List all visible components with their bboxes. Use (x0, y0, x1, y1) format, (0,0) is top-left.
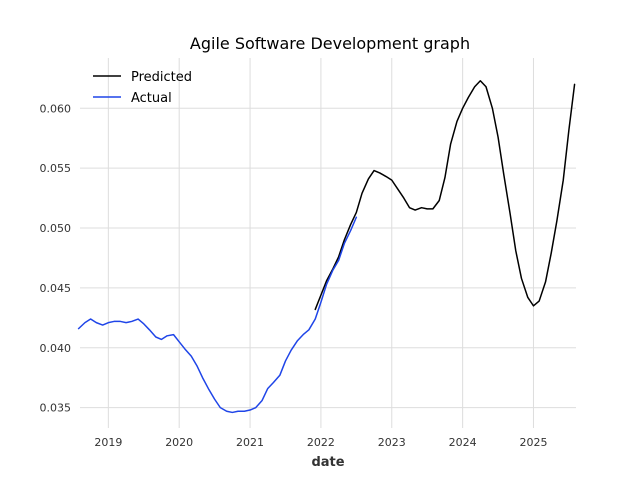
x-tick-label: 2025 (519, 436, 547, 449)
y-tick-label: 0.055 (40, 162, 72, 175)
y-tick-label: 0.035 (40, 402, 72, 415)
x-tick-label: 2020 (165, 436, 193, 449)
legend-label-actual: Actual (131, 91, 172, 106)
y-tick-label: 0.060 (40, 102, 72, 115)
x-tick-label: 2023 (378, 436, 406, 449)
legend: Predicted Actual (93, 70, 192, 106)
chart-title: Agile Software Development graph (190, 34, 470, 53)
x-axis-label: date (311, 455, 344, 470)
legend-label-predicted: Predicted (131, 70, 192, 85)
x-tick-label: 2024 (449, 436, 477, 449)
grid (80, 58, 576, 428)
series-line-actual (77, 216, 358, 414)
x-tick-label: 2022 (307, 436, 335, 449)
y-tick-label: 0.050 (40, 222, 72, 235)
y-tick-label: 0.040 (40, 342, 72, 355)
x-tick-label: 2019 (94, 436, 122, 449)
plot-area (77, 80, 576, 414)
series-line-predicted (314, 80, 576, 311)
x-tick-label: 2021 (236, 436, 264, 449)
y-axis-ticks: 0.035 0.040 0.045 0.050 0.055 0.060 (40, 102, 72, 414)
x-axis-ticks: 2019 2020 2021 2022 2023 2024 2025 (94, 436, 547, 449)
y-tick-label: 0.045 (40, 282, 72, 295)
